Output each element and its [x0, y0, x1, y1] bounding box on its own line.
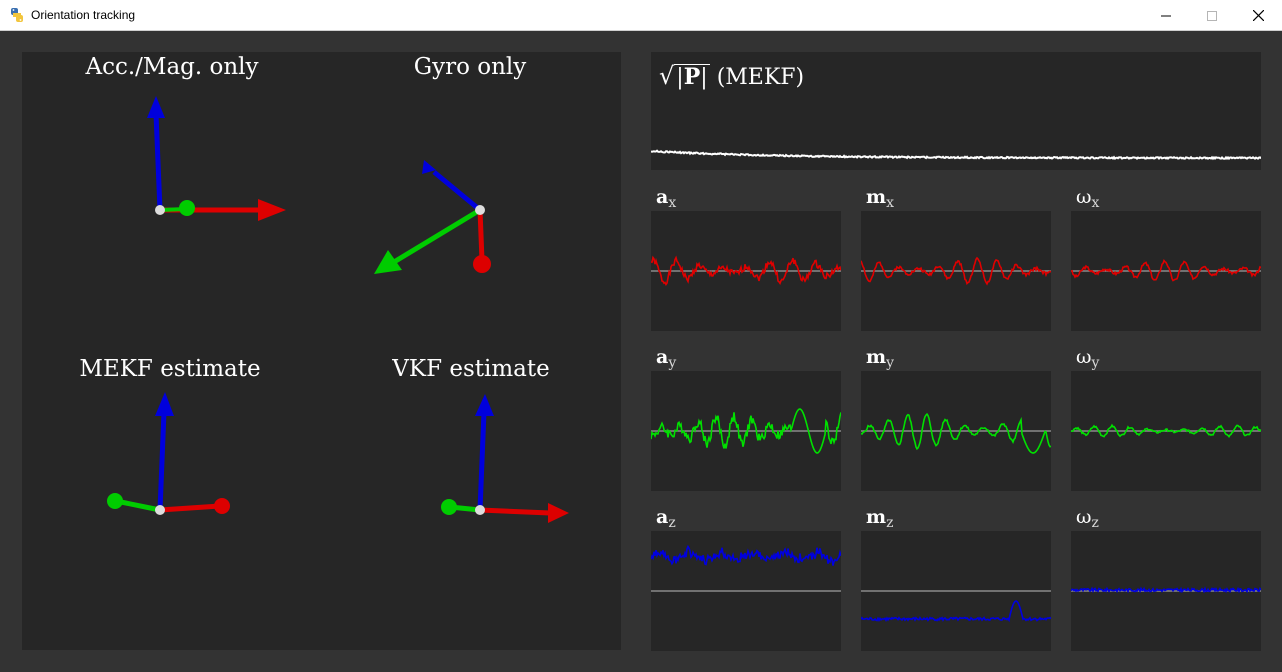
signal-subscript: x	[668, 195, 677, 211]
signal-trace-ay	[651, 408, 841, 454]
signal-trace-ax	[651, 255, 841, 287]
signal-symbol: m	[866, 506, 887, 528]
signal-plot-my[interactable]	[861, 371, 1051, 491]
vkf-label: VKF estimate	[392, 356, 550, 382]
signal-plot-ax[interactable]	[651, 211, 841, 331]
signal-trace-wx	[1071, 259, 1261, 282]
signal-label-wy: ωy	[1076, 346, 1099, 371]
orientation-3d-view[interactable]: Acc./Mag. only Gyro only MEKF estimate V…	[22, 52, 621, 650]
signal-plot-wy[interactable]	[1071, 371, 1261, 491]
covariance-trace	[651, 149, 1261, 161]
signal-line	[651, 255, 841, 287]
signal-trace-az	[651, 544, 841, 592]
maximize-button[interactable]	[1189, 0, 1235, 31]
window-title: Orientation tracking	[31, 8, 136, 22]
signal-trace-mx	[861, 256, 1051, 286]
signal-label-az: az	[656, 506, 676, 531]
signal-plot-mx[interactable]	[861, 211, 1051, 331]
signal-trace-wy	[1071, 423, 1261, 438]
covariance-label: √|P| (MEKF)	[659, 62, 805, 90]
signal-plot-wx[interactable]	[1071, 211, 1261, 331]
signal-label-ay: ay	[656, 346, 676, 371]
signal-subscript: x	[886, 195, 895, 211]
signal-label-wz: ωz	[1076, 506, 1099, 531]
signal-line	[1071, 259, 1261, 282]
signal-subscript: z	[886, 515, 894, 531]
gyro-frame	[374, 160, 491, 274]
signal-line	[651, 408, 841, 454]
signal-trace-mz	[861, 590, 1051, 623]
signal-plot-wz[interactable]	[1071, 531, 1261, 651]
signal-label-mz: mz	[866, 506, 894, 531]
covariance-matrix-symbol: P	[683, 64, 701, 90]
minimize-button[interactable]	[1143, 0, 1189, 31]
window-titlebar: Orientation tracking	[0, 0, 1282, 31]
signal-line	[1071, 423, 1261, 438]
signal-subscript: x	[1091, 195, 1100, 211]
signal-symbol: a	[656, 346, 669, 368]
signal-line	[861, 412, 1051, 454]
signal-label-wx: ωx	[1076, 186, 1099, 211]
acc-mag-frame	[147, 96, 286, 221]
signal-subscript: z	[1091, 515, 1099, 531]
covariance-plot[interactable]	[651, 52, 1261, 170]
signal-symbol: a	[656, 186, 669, 208]
signal-symbol: m	[866, 186, 887, 208]
signal-subscript: y	[1091, 355, 1100, 371]
orientation-axes-canvas	[107, 96, 569, 523]
covariance-label-suffix: (MEKF)	[716, 65, 805, 90]
gyro-label: Gyro only	[413, 54, 527, 80]
signal-plot-mz[interactable]	[861, 531, 1051, 651]
signal-label-my: my	[866, 346, 894, 371]
signal-symbol: ω	[1076, 186, 1092, 208]
mekf-label: MEKF estimate	[79, 356, 261, 382]
close-button[interactable]	[1235, 0, 1281, 31]
signal-trace-wz	[1071, 586, 1261, 594]
signal-symbol: ω	[1076, 506, 1092, 528]
signal-subscript: y	[886, 355, 895, 371]
signal-line	[861, 600, 1051, 623]
signal-symbol: m	[866, 346, 887, 368]
signal-trace-my	[861, 412, 1051, 454]
signal-plot-ay[interactable]	[651, 371, 841, 491]
signal-line	[1071, 586, 1261, 594]
signal-symbol: a	[656, 506, 669, 528]
minimize-icon	[1161, 15, 1171, 16]
signal-line	[651, 544, 841, 566]
signal-plot-az[interactable]	[651, 531, 841, 651]
acc-mag-label: Acc./Mag. only	[85, 54, 259, 80]
signal-symbol: ω	[1076, 346, 1092, 368]
signal-subscript: z	[668, 515, 676, 531]
signal-label-ax: ax	[656, 186, 676, 211]
close-icon	[1252, 10, 1264, 21]
python-app-icon	[11, 8, 23, 22]
vkf-frame	[441, 394, 569, 523]
signal-line	[861, 256, 1051, 286]
maximize-icon	[1207, 10, 1217, 21]
mekf-frame	[107, 392, 230, 515]
signal-label-mx: mx	[866, 186, 894, 211]
signal-subscript: y	[668, 355, 677, 371]
